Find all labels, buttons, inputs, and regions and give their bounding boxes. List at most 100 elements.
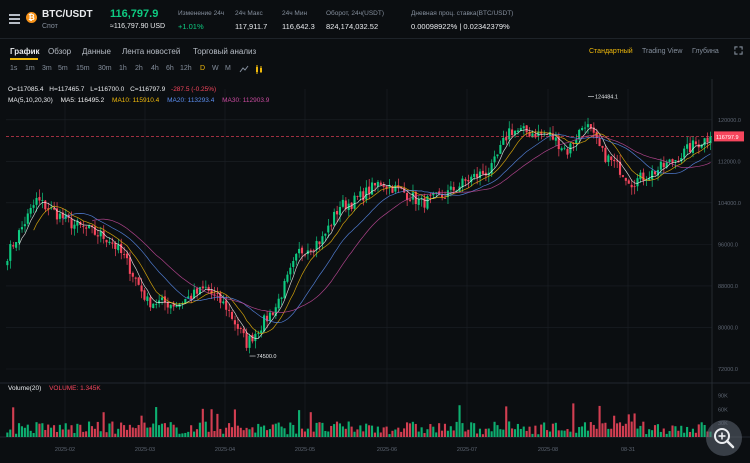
price-chart[interactable]: 120000.0 112000.0 104000.0 96000.0 88000.0 80… xyxy=(0,79,750,463)
candle-body xyxy=(195,288,199,294)
interval-1s[interactable]: 1s xyxy=(10,65,18,72)
volume-bar xyxy=(630,421,633,437)
candle-body xyxy=(23,224,26,227)
volume-bar xyxy=(592,424,595,437)
interval-30m[interactable]: 30m xyxy=(98,65,112,72)
candle-body xyxy=(429,195,432,197)
candle-body xyxy=(581,128,584,131)
volume-bar xyxy=(178,433,181,437)
candle-body xyxy=(540,132,543,134)
candle-body xyxy=(55,208,59,220)
view-tradingview[interactable]: Trading View xyxy=(642,48,683,55)
y-tick-label: 88000.0 xyxy=(718,284,738,290)
volume-bar xyxy=(298,410,301,437)
candle-body xyxy=(391,186,394,193)
tab-overview[interactable]: Обзор xyxy=(48,47,72,56)
interval-1h[interactable]: 1h xyxy=(119,65,127,72)
candle-body xyxy=(563,147,566,149)
candle-body xyxy=(589,124,592,129)
menu-icon[interactable] xyxy=(9,14,20,24)
volume-bar xyxy=(90,426,94,437)
candle-body xyxy=(44,200,47,210)
candle-body xyxy=(656,169,659,176)
candle-body xyxy=(385,186,388,189)
volume-bar xyxy=(423,433,426,437)
candle-body xyxy=(274,307,277,316)
volume-bar xyxy=(397,427,400,437)
pair-name[interactable]: BTC/USDT xyxy=(42,9,93,20)
interval-m[interactable]: M xyxy=(225,65,231,72)
ma5-line xyxy=(18,127,711,339)
interval-w[interactable]: W xyxy=(212,65,219,72)
volume-bar xyxy=(187,431,190,437)
volume-bar xyxy=(653,425,657,437)
candle-body xyxy=(245,332,248,348)
candle-body xyxy=(624,177,627,181)
volume-bar xyxy=(125,429,129,437)
candle-body xyxy=(598,138,601,147)
volume-bar xyxy=(204,421,207,437)
candle-body xyxy=(691,140,694,153)
x-tick-label: 2025-06 xyxy=(377,447,397,453)
candle-type-icon[interactable] xyxy=(255,65,263,74)
interval-2h[interactable]: 2h xyxy=(135,65,143,72)
candle-body xyxy=(149,297,152,308)
view-depth[interactable]: Глубина xyxy=(692,48,719,55)
volume-bar xyxy=(134,428,137,437)
interval-15m[interactable]: 15m xyxy=(76,65,90,72)
y-tick-label: 96000.0 xyxy=(718,242,738,248)
y-tick-label: 72000.0 xyxy=(718,367,738,373)
tab-chart[interactable]: График xyxy=(10,47,40,56)
volume-bar xyxy=(228,423,231,437)
candle-body xyxy=(554,137,557,141)
candle-body xyxy=(435,192,438,194)
tab-data[interactable]: Данные xyxy=(82,47,111,56)
volume-bar xyxy=(330,425,333,437)
candle-body xyxy=(417,198,420,205)
view-standard[interactable]: Стандартный xyxy=(589,48,633,55)
volume-readout: Volume(20) VOLUME: 1.345K xyxy=(8,385,101,392)
volume-bar xyxy=(633,413,636,437)
interval-5m[interactable]: 5m xyxy=(58,65,68,72)
stat-value: 116,642.3 xyxy=(282,22,315,31)
candle-body xyxy=(648,177,651,181)
volume-bar xyxy=(674,426,677,437)
volume-bar xyxy=(32,432,35,437)
fullscreen-icon[interactable] xyxy=(734,46,743,55)
stat-low: 24ч Мин 116,642.3 xyxy=(282,10,315,31)
stat-turnover: Оборот, 24ч(USDT) 824,174,032.52 xyxy=(326,10,384,31)
candle-body xyxy=(257,333,260,335)
interval-1m[interactable]: 1m xyxy=(25,65,35,72)
volume-bar xyxy=(645,434,648,437)
candle-body xyxy=(143,290,146,300)
volume-bar xyxy=(321,422,324,437)
candle-body xyxy=(534,133,537,138)
tab-news[interactable]: Лента новостей xyxy=(122,47,181,56)
candle-body xyxy=(379,182,382,185)
volume-bar xyxy=(274,423,277,437)
volume-bar xyxy=(207,431,210,437)
volume-bar xyxy=(257,423,260,437)
candle-body xyxy=(152,303,155,309)
volume-bar xyxy=(478,428,482,437)
volume-bar xyxy=(560,430,563,437)
interval-6h[interactable]: 6h xyxy=(166,65,174,72)
candle-body xyxy=(709,136,712,144)
interval-3m[interactable]: 3m xyxy=(42,65,52,72)
candle-body xyxy=(76,220,79,226)
volume-bar xyxy=(122,425,126,437)
interval-4h[interactable]: 4h xyxy=(151,65,159,72)
volume-bar xyxy=(537,434,540,437)
candle-body xyxy=(470,176,473,183)
tab-analysis[interactable]: Торговый анализ xyxy=(193,47,257,56)
zoom-button[interactable] xyxy=(706,420,742,456)
volume-bar xyxy=(499,429,502,437)
interval-12h[interactable]: 12h xyxy=(180,65,192,72)
volume-bar xyxy=(184,432,187,437)
candle-body xyxy=(408,199,412,201)
line-chart-icon[interactable] xyxy=(239,65,249,73)
interval-d[interactable]: D xyxy=(200,65,206,72)
candle-body xyxy=(230,311,234,319)
volume-bar xyxy=(105,432,108,437)
candle-body xyxy=(213,293,216,295)
